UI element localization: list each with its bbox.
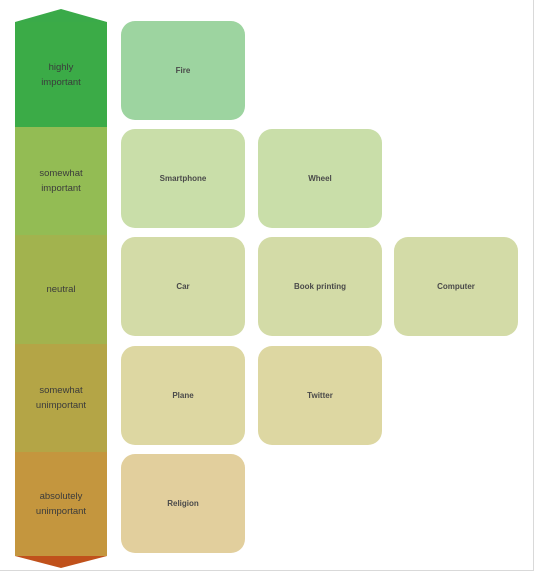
scale-level-highly-important: highly important [15, 22, 107, 127]
card-wheel: Wheel [258, 129, 382, 228]
card-label: Smartphone [159, 174, 207, 183]
scale-level-label: absolutely unimportant [35, 491, 87, 517]
card-fire: Fire [121, 21, 245, 120]
scale-level-label: highly important [41, 61, 81, 88]
arrow-up-shape [15, 9, 107, 22]
scale-level-absolutely-unimportant: absolutely unimportant [15, 452, 107, 556]
scale-level-somewhat-important: somewhat important [15, 127, 107, 235]
card-label: Plane [172, 391, 194, 400]
card-smartphone: Smartphone [121, 129, 245, 228]
scale-level-neutral: neutral [15, 235, 107, 344]
card-label: Fire [175, 66, 191, 75]
arrow-down-icon [15, 556, 107, 568]
scale-level-label: somewhat unimportant [35, 385, 87, 411]
scale-level-label: somewhat important [39, 168, 83, 194]
card-computer: Computer [394, 237, 518, 336]
card-twitter: Twitter [258, 346, 382, 445]
arrow-down-shape [15, 556, 107, 568]
scale-level-label: neutral [46, 284, 76, 295]
card-book-printing: Book printing [258, 237, 382, 336]
card-car: Car [121, 237, 245, 336]
card-label: Computer [437, 282, 475, 291]
frame-border-bottom [0, 570, 534, 571]
card-label: Religion [167, 499, 199, 508]
card-religion: Religion [121, 454, 245, 553]
card-label: Wheel [308, 174, 332, 183]
frame-border-right [533, 0, 534, 570]
card-label: Car [176, 282, 190, 291]
card-plane: Plane [121, 346, 245, 445]
card-label: Book printing [294, 282, 346, 291]
card-label: Twitter [307, 391, 333, 400]
arrow-up-icon [15, 9, 107, 22]
scale-level-somewhat-unimportant: somewhat unimportant [15, 344, 107, 452]
